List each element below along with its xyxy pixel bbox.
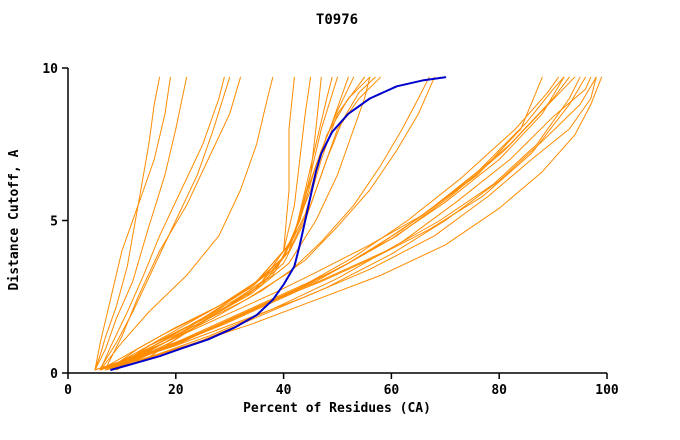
series-line (94, 76, 565, 371)
series-line (94, 76, 171, 371)
series-line (116, 76, 376, 369)
series-line (105, 76, 603, 371)
y-tick-label: 5 (50, 215, 58, 230)
series-line (99, 76, 543, 371)
x-tick-label: 80 (491, 383, 507, 398)
series-line (105, 76, 295, 371)
series-line (121, 76, 592, 368)
x-tick-label: 60 (384, 383, 400, 398)
series-line (94, 76, 161, 371)
y-tick-label: 10 (42, 62, 58, 77)
series-line (99, 76, 338, 371)
series-line (105, 76, 241, 369)
y-axis-label: Distance Cutoff, A (7, 149, 22, 290)
series-line (99, 76, 231, 369)
chart-title: T0976 (316, 12, 358, 28)
series-line (116, 76, 559, 369)
x-tick-label: 40 (276, 383, 292, 398)
series-line (94, 76, 188, 371)
highlighted-series-line (110, 76, 447, 371)
y-tick-label: 0 (50, 367, 58, 382)
series-line (110, 76, 435, 371)
series-line (105, 76, 430, 371)
series-line (116, 76, 371, 371)
plot-area: 0 20 40 60 80 100 0 5 10 (42, 62, 619, 398)
x-tick-label: 20 (168, 383, 184, 398)
x-axis-label: Percent of Residues (CA) (243, 401, 431, 416)
x-tick-label: 100 (595, 383, 619, 398)
series-line (99, 76, 597, 371)
x-tick-label: 0 (64, 383, 72, 398)
series-line (99, 76, 225, 371)
series-line (99, 76, 274, 371)
